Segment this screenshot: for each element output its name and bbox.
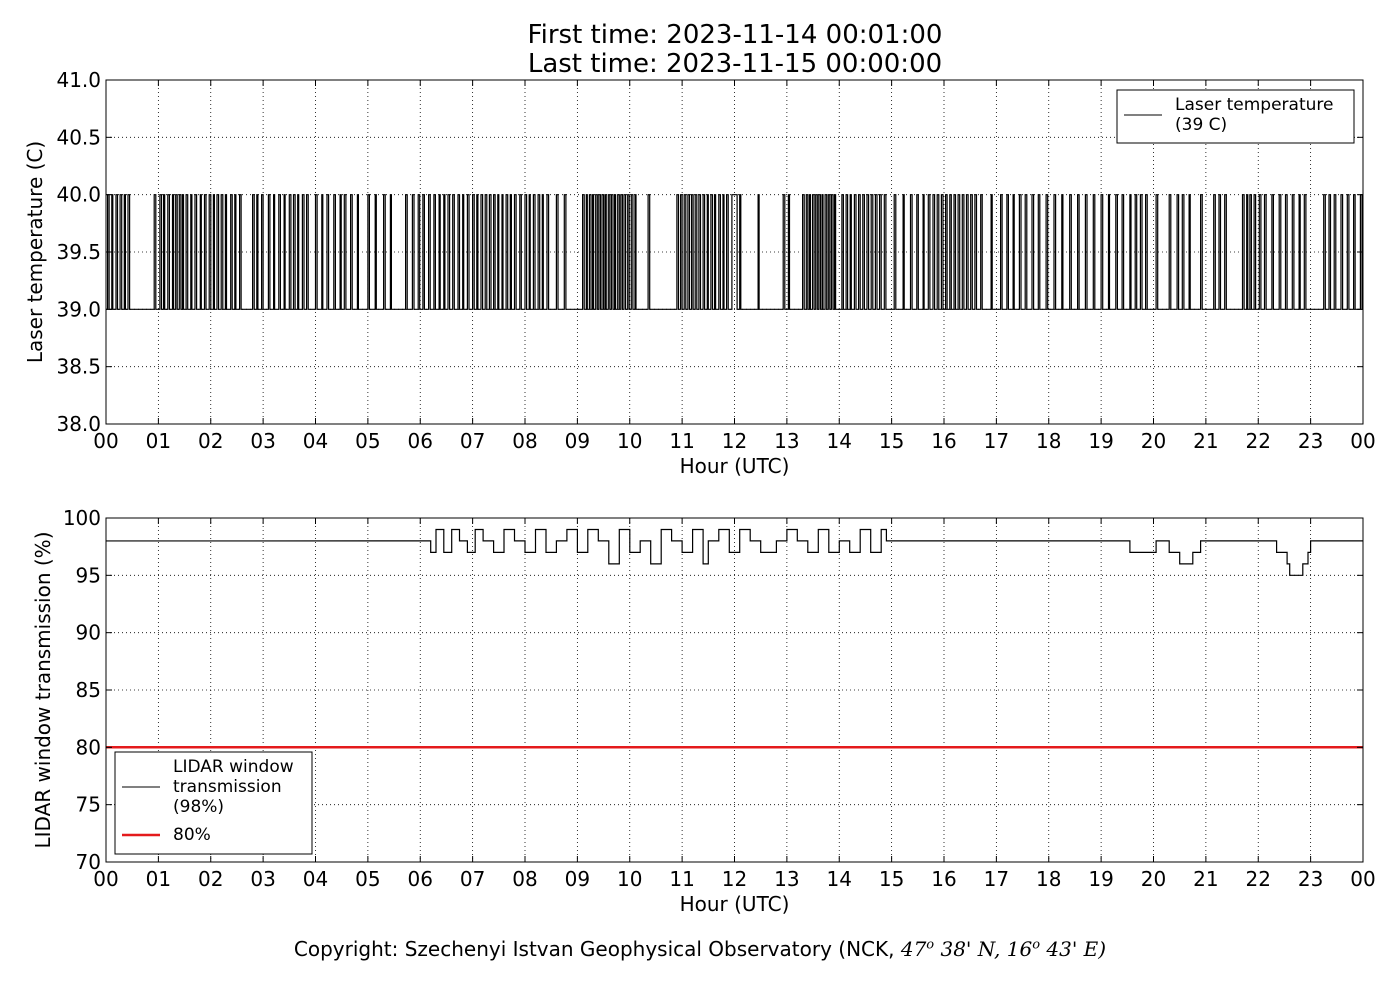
y-tick-label: 80: [76, 735, 101, 759]
y-tick-label: 39.5: [56, 240, 101, 264]
x-tick-label: 02: [198, 867, 223, 891]
legend-box: [114, 751, 313, 855]
x-tick-label: 02: [198, 429, 223, 453]
x-tick-label: 09: [565, 867, 590, 891]
y-axis-label: LIDAR window transmission (%): [31, 532, 55, 849]
series-line-lidar-transmission: [105, 528, 1363, 576]
laser-temperature-chart: 00 01 02 03 04 05 06 07 08 09 10 11 12 13 14 15 16 17 18 19…: [23, 68, 1376, 478]
x-tick-label: 22: [1246, 429, 1271, 453]
x-tick-label: 04: [303, 429, 328, 453]
copyright-text: Copyright: Szechenyi Istvan Geophysical …: [293, 937, 901, 961]
x-tick-label: 07: [460, 867, 485, 891]
longitude-degree-mark: o: [1032, 937, 1041, 953]
x-tick-label: 11: [669, 429, 694, 453]
x-tick-label: 05: [355, 429, 380, 453]
x-tick-label: 01: [146, 429, 171, 453]
x-tick-label: 00: [93, 867, 118, 891]
last-time-title: Last time: 2023-11-15 00:00:00: [528, 49, 942, 79]
x-tick-label: 15: [879, 429, 904, 453]
x-tick-label: 12: [722, 867, 747, 891]
x-tick-label: 16: [931, 429, 956, 453]
x-tick-label: 18: [1036, 429, 1061, 453]
x-tick-label: 15: [879, 867, 904, 891]
x-axis-label: Hour (UTC): [680, 892, 790, 916]
x-tick-label: 18: [1036, 867, 1061, 891]
y-tick-label: 100: [63, 506, 101, 530]
x-tick-label: 03: [250, 867, 275, 891]
y-tick-label: 39.0: [56, 297, 101, 321]
x-tick-label: 01: [146, 867, 171, 891]
x-tick-label: 04: [303, 867, 328, 891]
legend-label: LIDAR window: [173, 757, 294, 777]
x-tick-label: 21: [1193, 429, 1218, 453]
y-tick-label: 95: [76, 563, 101, 587]
y-tick-label: 70: [76, 850, 101, 874]
x-tick-label: 19: [1088, 429, 1113, 453]
x-tick-label: 12: [722, 429, 747, 453]
legend-label: Laser temperature: [1175, 95, 1333, 115]
y-axis-label: Laser temperature (C): [23, 141, 47, 363]
x-tick-label: 14: [827, 867, 852, 891]
x-tick-label: 09: [565, 429, 590, 453]
x-tick-label: 14: [827, 429, 852, 453]
lidar-transmission-chart: 00 01 02 03 04 05 06 07 08 09 10 11 12 13 14 15 16 17 18 19…: [31, 506, 1376, 916]
legend-label: 80%: [173, 825, 211, 845]
x-tick-label: 20: [1141, 867, 1166, 891]
x-tick-label: 07: [460, 429, 485, 453]
x-tick-label: 05: [355, 867, 380, 891]
y-tick-label: 41.0: [56, 68, 101, 92]
legend-label: (98%): [173, 797, 224, 817]
y-tick-label: 38.0: [56, 412, 101, 436]
x-tick-label: 06: [408, 429, 433, 453]
y-tick-label: 38.5: [56, 355, 101, 379]
legend-box: [1116, 89, 1355, 144]
x-tick-label: 13: [774, 867, 799, 891]
y-tick-label: 40.0: [56, 183, 101, 207]
series-line-laser-temperature: [106, 194, 1363, 310]
legend-label: transmission: [173, 777, 282, 797]
x-tick-label: 00: [93, 429, 118, 453]
x-tick-label: 08: [512, 867, 537, 891]
x-tick-label: 08: [512, 429, 537, 453]
longitude-degrees: 16: [1006, 937, 1033, 961]
x-tick-label: 21: [1193, 867, 1218, 891]
x-tick-label: 23: [1298, 867, 1323, 891]
x-tick-label: 17: [984, 429, 1009, 453]
y-tick-label: 75: [76, 793, 101, 817]
longitude-minutes: 43' E): [1046, 937, 1107, 961]
copyright-footer: Copyright: Szechenyi Istvan Geophysical …: [0, 937, 1400, 961]
legend: Laser temperature(39 C): [1116, 89, 1355, 144]
x-axis-label: Hour (UTC): [680, 454, 790, 478]
x-tick-label: 10: [617, 429, 642, 453]
x-tick-label: 17: [984, 867, 1009, 891]
x-tick-label: 10: [617, 867, 642, 891]
first-time-title: First time: 2023-11-14 00:01:00: [528, 20, 943, 50]
legend-label: (39 C): [1175, 115, 1227, 135]
x-tick-label: 13: [774, 429, 799, 453]
x-tick-label: 00: [1350, 429, 1375, 453]
x-tick-label: 06: [408, 867, 433, 891]
x-tick-label: 00: [1350, 867, 1375, 891]
x-tick-label: 19: [1088, 867, 1113, 891]
x-tick-label: 03: [250, 429, 275, 453]
y-tick-label: 40.5: [56, 125, 101, 149]
y-tick-label: 90: [76, 621, 101, 645]
x-tick-label: 22: [1246, 867, 1271, 891]
latitude-minutes: 38' N,: [940, 937, 1007, 961]
latitude-degree-mark: o: [926, 937, 935, 953]
y-tick-label: 85: [76, 678, 101, 702]
latitude-degrees: 47: [900, 937, 927, 961]
x-tick-label: 20: [1141, 429, 1166, 453]
x-tick-label: 16: [931, 867, 956, 891]
x-tick-label: 11: [669, 867, 694, 891]
x-tick-label: 23: [1298, 429, 1323, 453]
